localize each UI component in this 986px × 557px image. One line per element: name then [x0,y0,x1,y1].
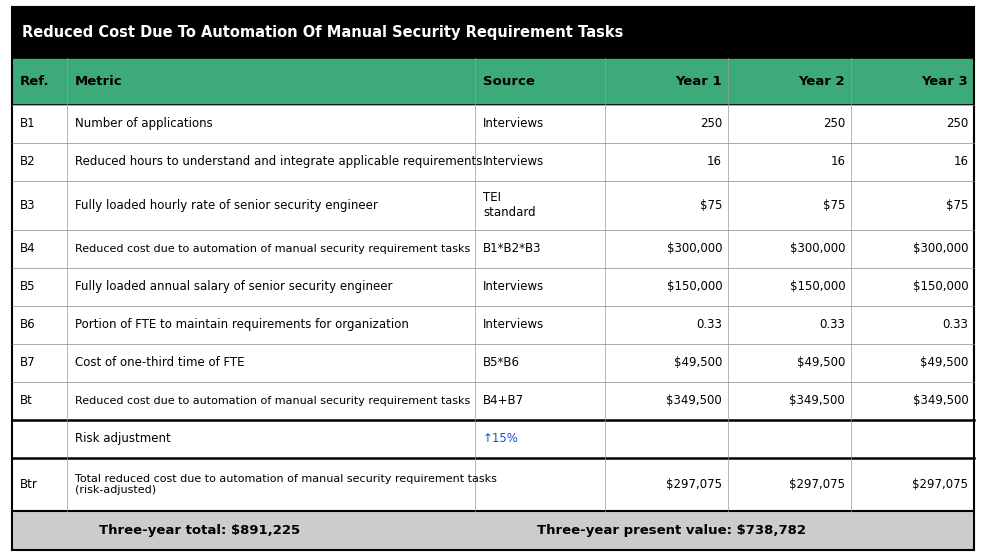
Text: 0.33: 0.33 [819,319,845,331]
Bar [12,7,974,58]
Text: $150,000: $150,000 [790,281,845,294]
Text: Btr: Btr [20,478,37,491]
Text: Three-year total: $891,225: Three-year total: $891,225 [99,524,300,538]
Text: B5*B6: B5*B6 [483,356,520,369]
Text: ↑15%: ↑15% [483,432,519,446]
Bar [12,58,974,105]
Text: B4: B4 [20,242,35,256]
Text: 16: 16 [953,155,968,168]
Text: Ref.: Ref. [20,75,49,88]
Text: $297,075: $297,075 [912,478,968,491]
Text: 16: 16 [707,155,722,168]
Text: $349,500: $349,500 [912,394,968,408]
Bar [12,105,974,143]
Bar [12,344,974,382]
Text: $75: $75 [946,199,968,212]
Text: Interviews: Interviews [483,155,544,168]
Text: Year 1: Year 1 [675,75,722,88]
Text: Cost of one-third time of FTE: Cost of one-third time of FTE [75,356,244,369]
Text: $49,500: $49,500 [920,356,968,369]
Text: B4+B7: B4+B7 [483,394,525,408]
Text: $349,500: $349,500 [667,394,722,408]
Text: B3: B3 [20,199,35,212]
Text: Metric: Metric [75,75,122,88]
Text: $150,000: $150,000 [667,281,722,294]
Bar [12,306,974,344]
Bar [12,180,974,230]
Text: $300,000: $300,000 [667,242,722,256]
Text: $150,000: $150,000 [913,281,968,294]
Bar [12,420,974,458]
Text: 16: 16 [830,155,845,168]
Text: Total reduced cost due to automation of manual security requirement tasks
(risk-: Total reduced cost due to automation of … [75,474,496,495]
Text: Interviews: Interviews [483,281,544,294]
Text: 250: 250 [946,117,968,130]
Text: 0.33: 0.33 [943,319,968,331]
Text: Source: Source [483,75,535,88]
Text: $297,075: $297,075 [667,478,722,491]
Text: Bt: Bt [20,394,33,408]
Bar [12,382,974,420]
Text: B2: B2 [20,155,35,168]
Text: Interviews: Interviews [483,117,544,130]
Text: Number of applications: Number of applications [75,117,212,130]
Text: Year 2: Year 2 [799,75,845,88]
Bar [12,143,974,180]
Bar [12,230,974,268]
Text: 0.33: 0.33 [696,319,722,331]
Text: Interviews: Interviews [483,319,544,331]
Text: Risk adjustment: Risk adjustment [75,432,171,446]
Text: TEI
standard: TEI standard [483,191,535,219]
Text: B1: B1 [20,117,35,130]
Text: $49,500: $49,500 [797,356,845,369]
Text: Year 3: Year 3 [922,75,968,88]
Text: $75: $75 [823,199,845,212]
Text: $297,075: $297,075 [789,478,845,491]
Text: Reduced cost due to automation of manual security requirement tasks: Reduced cost due to automation of manual… [75,396,469,406]
Text: Portion of FTE to maintain requirements for organization: Portion of FTE to maintain requirements … [75,319,408,331]
Text: Reduced Cost Due To Automation Of Manual Security Requirement Tasks: Reduced Cost Due To Automation Of Manual… [22,25,623,40]
Bar [12,268,974,306]
Text: Three-year present value: $738,782: Three-year present value: $738,782 [536,524,806,538]
Bar [12,458,974,511]
Text: $49,500: $49,500 [673,356,722,369]
Text: $300,000: $300,000 [913,242,968,256]
Text: Reduced cost due to automation of manual security requirement tasks: Reduced cost due to automation of manual… [75,244,469,254]
Text: Fully loaded hourly rate of senior security engineer: Fully loaded hourly rate of senior secur… [75,199,378,212]
Text: B7: B7 [20,356,35,369]
Text: B1*B2*B3: B1*B2*B3 [483,242,541,256]
Text: B5: B5 [20,281,35,294]
Text: $75: $75 [700,199,722,212]
Bar [12,511,974,550]
Text: Fully loaded annual salary of senior security engineer: Fully loaded annual salary of senior sec… [75,281,392,294]
Text: 250: 250 [823,117,845,130]
Text: Reduced hours to understand and integrate applicable requirements: Reduced hours to understand and integrat… [75,155,482,168]
Text: B6: B6 [20,319,35,331]
Text: $349,500: $349,500 [790,394,845,408]
Text: $300,000: $300,000 [790,242,845,256]
Text: 250: 250 [700,117,722,130]
